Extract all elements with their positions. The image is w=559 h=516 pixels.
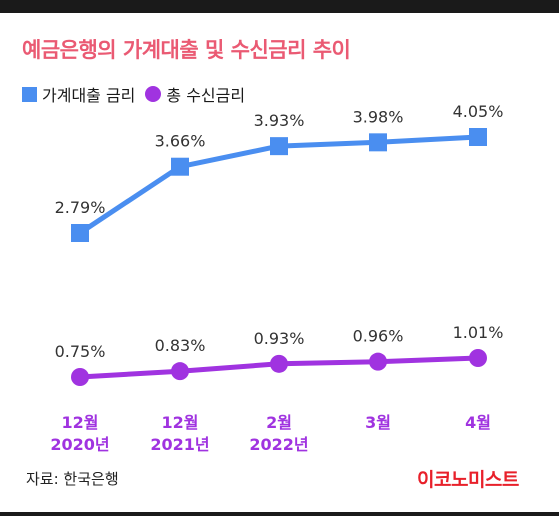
chart-title: 예금은행의 가계대출 및 수신금리 추이 (22, 38, 351, 62)
legend: 가계대출 금리 총 수신금리 (22, 82, 245, 106)
series2-point (71, 368, 89, 386)
series2-data-label: 0.93% (254, 329, 305, 348)
x-tick-label: 12월 (162, 413, 199, 432)
legend-label-series1: 가계대출 금리 (42, 86, 136, 105)
series1-data-label: 3.98% (353, 107, 404, 126)
bottom-bar (0, 512, 559, 516)
series1-point (369, 133, 387, 152)
top-bar (0, 0, 559, 13)
series2-point (469, 349, 487, 367)
series1-point (171, 157, 189, 176)
x-tick-label: 3월 (365, 413, 391, 432)
series2-data-label: 0.75% (55, 342, 106, 361)
series1-data-label: 3.66% (155, 132, 206, 151)
x-tick-label: 2022년 (249, 435, 308, 454)
x-tick-label: 2020년 (50, 435, 109, 454)
x-tick-label: 12월 (62, 413, 99, 432)
series2-data-label: 0.83% (155, 336, 206, 355)
publisher-logo: 이코노미스트 (417, 469, 519, 491)
legend-circle-icon (145, 86, 162, 102)
x-tick-label: 4월 (465, 413, 491, 432)
series2-point (270, 354, 288, 373)
series1-point (469, 128, 487, 146)
series1-data-label: 4.05% (453, 102, 504, 121)
series1-point (71, 224, 89, 242)
series1-data-label: 3.93% (254, 111, 305, 130)
x-tick-label: 2021년 (150, 435, 209, 454)
legend-square-icon (22, 86, 37, 102)
source-note: 자료: 한국은행 (26, 470, 119, 488)
series2-point (171, 362, 189, 381)
series1-point (270, 137, 288, 156)
series2-data-label: 0.96% (353, 327, 404, 346)
legend-label-series2: 총 수신금리 (166, 86, 246, 105)
series2-point (369, 352, 387, 371)
series2-data-label: 1.01% (453, 323, 504, 342)
x-tick-label: 2월 (266, 413, 292, 432)
series1-data-label: 2.79% (55, 198, 106, 217)
